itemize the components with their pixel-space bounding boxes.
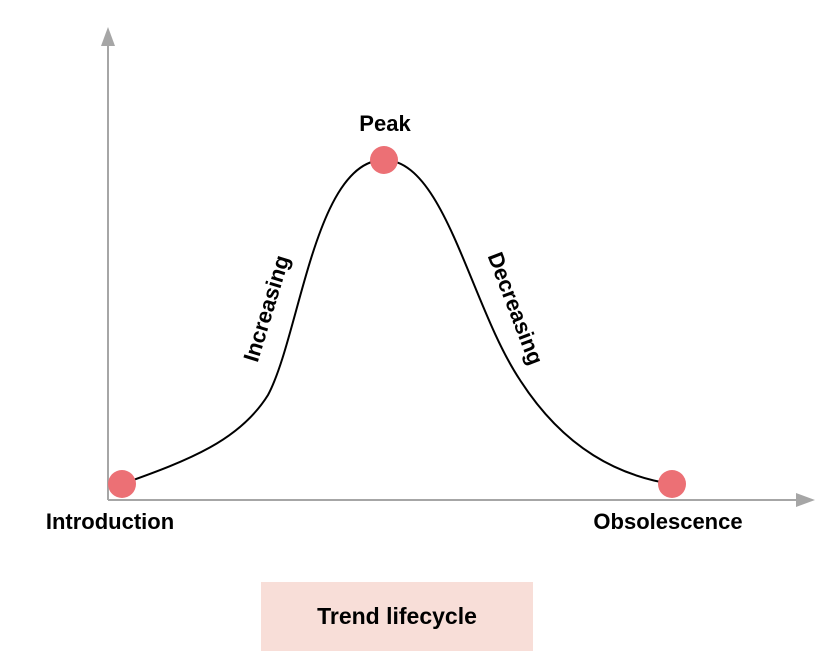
introduction-marker (108, 470, 136, 498)
peak-label: Peak (359, 111, 411, 136)
introduction-label: Introduction (46, 509, 174, 534)
decreasing-label: Decreasing (483, 249, 549, 369)
diagram-caption: Trend lifecycle (317, 603, 477, 629)
lifecycle-curve (121, 158, 673, 485)
obsolescence-label: Obsolescence (593, 509, 742, 534)
diagram-caption-box: Trend lifecycle (261, 582, 533, 651)
peak-marker (370, 146, 398, 174)
y-axis-arrowhead (101, 27, 115, 46)
obsolescence-marker (658, 470, 686, 498)
x-axis-arrowhead (796, 493, 815, 507)
